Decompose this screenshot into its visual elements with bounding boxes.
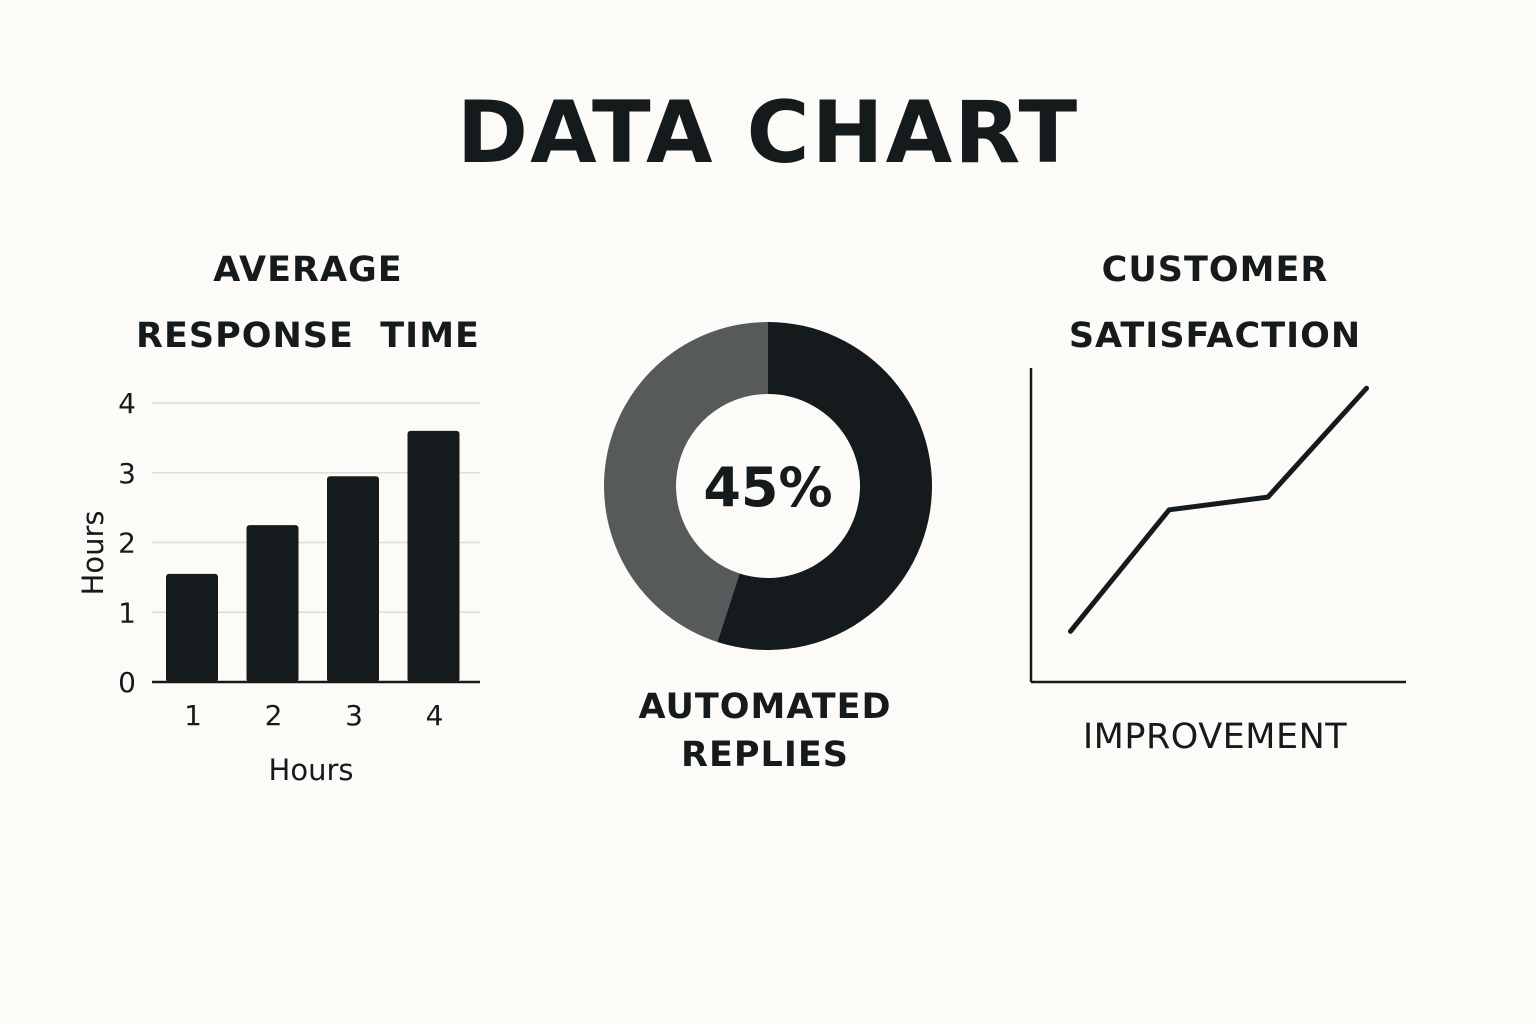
bar-x-axis-label: Hours xyxy=(269,753,354,787)
bar-y-tick-label: 2 xyxy=(118,527,136,560)
bar-y-axis-label: Hours xyxy=(76,511,110,596)
bar xyxy=(327,476,379,682)
bar xyxy=(407,430,460,682)
line-chart-title-line-2: SATISFACTION xyxy=(1068,316,1362,356)
bar-chart-title-line-2: RESPONSE TIME xyxy=(136,316,480,356)
donut-slice xyxy=(717,321,933,650)
bar-y-tick-label: 1 xyxy=(118,596,136,629)
bar-chart-title: AVERAGE RESPONSE TIME xyxy=(108,237,508,369)
line-chart-title: CUSTOMER SATISFACTION xyxy=(1015,237,1415,369)
donut-caption-line-2: REPLIES xyxy=(681,735,849,775)
bar-chart-title-line-1: AVERAGE xyxy=(213,250,403,290)
bar-x-tick-label: 4 xyxy=(426,699,444,732)
line-chart-x-label: IMPROVEMENT xyxy=(1082,717,1348,757)
donut-caption-line-1: AUTOMATED xyxy=(638,687,892,727)
bar-x-tick-label: 1 xyxy=(184,699,202,732)
bar-y-tick-label: 4 xyxy=(118,387,136,420)
donut-slice xyxy=(604,322,768,642)
line-chart-title-line-1: CUSTOMER xyxy=(1101,250,1329,290)
donut-center-label: 45% xyxy=(703,456,832,519)
line-series xyxy=(1067,385,1370,634)
bar-x-tick-label: 3 xyxy=(345,699,363,732)
bar xyxy=(246,525,299,682)
bar-y-tick-label: 0 xyxy=(118,666,136,699)
bar xyxy=(166,573,218,682)
page-title: DATA CHART xyxy=(456,83,1080,183)
bar-x-tick-label: 2 xyxy=(265,699,283,732)
donut-caption: AUTOMATED REPLIES xyxy=(565,683,965,779)
bar-y-tick-label: 3 xyxy=(118,457,136,490)
